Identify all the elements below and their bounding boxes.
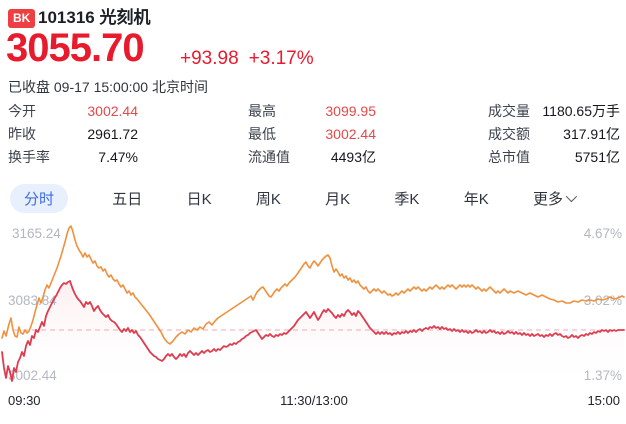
bk-badge: BK (8, 9, 36, 28)
intraday-chart[interactable]: 3165.24 3083.84 3002.44 4.67% 3.02% 1.37… (0, 212, 626, 392)
tab-weekly-k[interactable]: 周K (255, 190, 281, 208)
tab-minute[interactable]: 分时 (10, 183, 69, 213)
y-axis-left-top: 3165.24 (12, 226, 61, 241)
market-status: 已收盘 09-17 15:00:00 北京时间 (8, 79, 208, 95)
stat-turnover-rate: 换手率 7.47% (8, 149, 138, 165)
current-price: 3055.70 (6, 26, 145, 70)
stock-title: 101316 光刻机 (38, 8, 151, 27)
time-label-midday: 11:30/13:00 (280, 393, 348, 408)
stats-column-3: 成交量 1180.65万手 成交额 317.91亿 总市值 5751亿 (488, 100, 620, 169)
stats-column-2: 最高 3099.95 最低 3002.44 流通值 4493亿 (248, 100, 376, 169)
stat-float-value: 流通值 4493亿 (248, 149, 376, 165)
price-change-value: +93.98 (180, 48, 239, 69)
tab-yearly-k[interactable]: 年K (463, 190, 489, 208)
tab-more[interactable]: 更多 (532, 188, 578, 209)
tab-monthly-k[interactable]: 月K (325, 190, 351, 208)
intraday-chart-svg: 3165.24 3083.84 3002.44 4.67% 3.02% 1.37… (1, 225, 625, 390)
y-axis-left-mid: 3083.84 (8, 293, 57, 308)
stat-volume: 成交量 1180.65万手 (488, 103, 620, 119)
stat-high: 最高 3099.95 (248, 103, 376, 119)
stat-prev-close: 昨收 2961.72 (8, 126, 138, 142)
average-line (1, 225, 625, 345)
stat-amount: 成交额 317.91亿 (488, 126, 620, 142)
tab-more-label: 更多 (532, 190, 563, 208)
stat-market-cap: 总市值 5751亿 (488, 149, 620, 165)
period-tab-bar: 分时 五日 日K 周K 月K 季K 年K 更多 (10, 183, 578, 213)
time-label-open: 09:30 (8, 393, 41, 408)
price-change-row: +93.98 +3.17% (180, 48, 324, 70)
stats-column-1: 今开 3002.44 昨收 2961.72 换手率 7.47% (8, 100, 138, 169)
tab-5day[interactable]: 五日 (112, 190, 143, 208)
stat-low: 最低 3002.44 (248, 126, 376, 142)
time-label-close: 15:00 (587, 393, 620, 408)
price-line (1, 280, 625, 382)
price-area-fill (2, 281, 624, 390)
time-axis: 09:30 11:30/13:00 15:00 (8, 393, 620, 408)
stat-open: 今开 3002.44 (8, 103, 138, 119)
price-change-percent: +3.17% (248, 48, 314, 69)
chevron-down-icon (565, 190, 578, 203)
tab-daily-k[interactable]: 日K (186, 190, 212, 208)
y-axis-right-top: 4.67% (584, 226, 622, 241)
tab-quarterly-k[interactable]: 季K (394, 190, 420, 208)
